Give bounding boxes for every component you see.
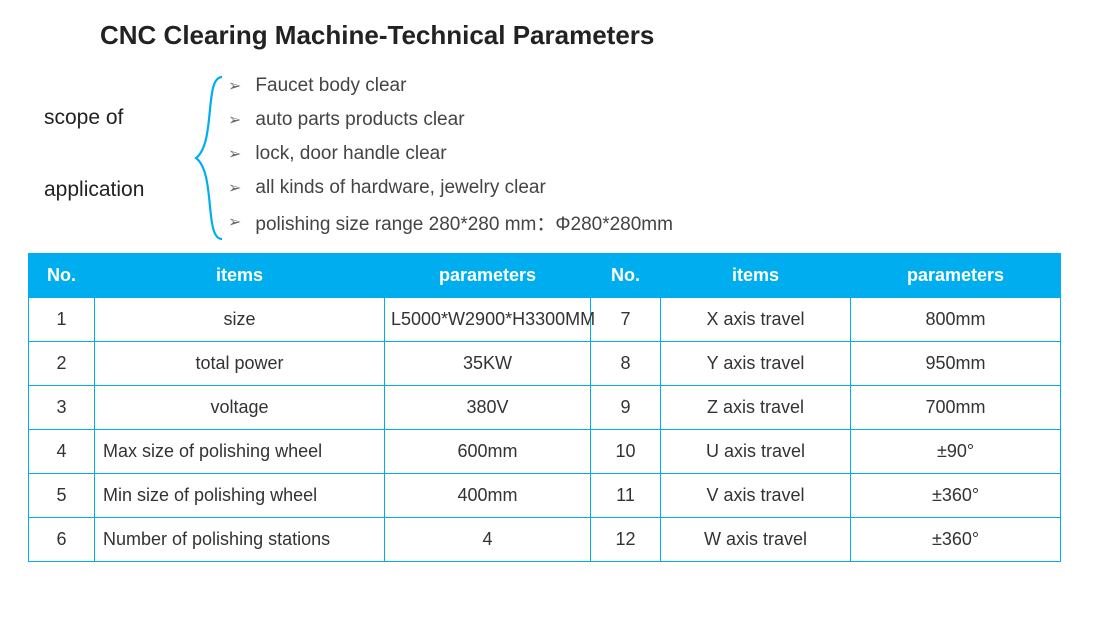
cell-i2: Y axis travel xyxy=(661,342,851,386)
th-params: parameters xyxy=(385,254,591,298)
cell-p1: 400mm xyxy=(385,474,591,518)
scope-text: all kinds of hardware, jewelry clear xyxy=(255,177,545,199)
cell-n1: 4 xyxy=(29,430,95,474)
th-items: items xyxy=(95,254,385,298)
chevron-icon: ➢ xyxy=(228,110,241,130)
cell-n1: 1 xyxy=(29,298,95,342)
table-row: 6Number of polishing stations412W axis t… xyxy=(29,518,1061,562)
cell-p1: 380V xyxy=(385,386,591,430)
th-items: items xyxy=(661,254,851,298)
scope-item: ➢ auto parts products clear xyxy=(228,103,1068,137)
cell-i1: Number of polishing stations xyxy=(95,518,385,562)
scope-block: scope of application ➢ Faucet body clear … xyxy=(38,69,1068,239)
cell-n1: 3 xyxy=(29,386,95,430)
table-row: 5Min size of polishing wheel400mm11V axi… xyxy=(29,474,1061,518)
scope-label-l2: application xyxy=(44,178,144,201)
scope-label-l1: scope of xyxy=(44,106,123,129)
table-row: 3voltage380V9Z axis travel700mm xyxy=(29,386,1061,430)
scope-label: scope of application xyxy=(38,100,188,207)
cell-p2: 800mm xyxy=(851,298,1061,342)
cell-p1: 35KW xyxy=(385,342,591,386)
cell-n1: 2 xyxy=(29,342,95,386)
scope-list: ➢ Faucet body clear ➢ auto parts products … xyxy=(228,69,1068,239)
cell-n2: 11 xyxy=(591,474,661,518)
cell-n2: 12 xyxy=(591,518,661,562)
cell-i2: Z axis travel xyxy=(661,386,851,430)
cell-i1: voltage xyxy=(95,386,385,430)
cell-p1: 600mm xyxy=(385,430,591,474)
cell-i1: Min size of polishing wheel xyxy=(95,474,385,518)
cell-n2: 9 xyxy=(591,386,661,430)
table-header-row: No. items parameters No. items parameter… xyxy=(29,254,1061,298)
cell-i1: total power xyxy=(95,342,385,386)
scope-item: ➢ lock, door handle clear xyxy=(228,137,1068,171)
th-params: parameters xyxy=(851,254,1061,298)
cell-i1: Max size of polishing wheel xyxy=(95,430,385,474)
scope-text: lock, door handle clear xyxy=(255,143,446,165)
table-row: 4Max size of polishing wheel600mm10U axi… xyxy=(29,430,1061,474)
cell-p2: ±90° xyxy=(851,430,1061,474)
scope-item: ➢ Faucet body clear xyxy=(228,69,1068,103)
th-no: No. xyxy=(591,254,661,298)
scope-text: auto parts products clear xyxy=(255,109,464,131)
th-no: No. xyxy=(29,254,95,298)
cell-p1: L5000*W2900*H3300MM xyxy=(385,298,591,342)
cell-n2: 10 xyxy=(591,430,661,474)
chevron-icon: ➢ xyxy=(228,178,241,198)
cell-n2: 7 xyxy=(591,298,661,342)
cell-i2: U axis travel xyxy=(661,430,851,474)
cell-p2: 700mm xyxy=(851,386,1061,430)
scope-item: ➢ polishing size range 280*280 mm：Φ280*28… xyxy=(228,205,1068,239)
params-table: No. items parameters No. items parameter… xyxy=(28,253,1061,562)
cell-p2: ±360° xyxy=(851,474,1061,518)
cell-p2: ±360° xyxy=(851,518,1061,562)
cell-i2: W axis travel xyxy=(661,518,851,562)
cell-n1: 6 xyxy=(29,518,95,562)
page-title: CNC Clearing Machine-Technical Parameter… xyxy=(100,20,1068,51)
scope-bracket xyxy=(188,69,228,239)
cell-i2: V axis travel xyxy=(661,474,851,518)
cell-n2: 8 xyxy=(591,342,661,386)
cell-p1: 4 xyxy=(385,518,591,562)
cell-n1: 5 xyxy=(29,474,95,518)
table-row: 1sizeL5000*W2900*H3300MM7X axis travel80… xyxy=(29,298,1061,342)
chevron-icon: ➢ xyxy=(228,76,241,96)
table-row: 2total power35KW8Y axis travel950mm xyxy=(29,342,1061,386)
scope-text: polishing size range 280*280 mm：Φ280*280… xyxy=(255,209,673,236)
cell-p2: 950mm xyxy=(851,342,1061,386)
cell-i1: size xyxy=(95,298,385,342)
chevron-icon: ➢ xyxy=(228,212,241,232)
scope-text: Faucet body clear xyxy=(255,75,406,97)
scope-item: ➢ all kinds of hardware, jewelry clear xyxy=(228,171,1068,205)
cell-i2: X axis travel xyxy=(661,298,851,342)
chevron-icon: ➢ xyxy=(228,144,241,164)
